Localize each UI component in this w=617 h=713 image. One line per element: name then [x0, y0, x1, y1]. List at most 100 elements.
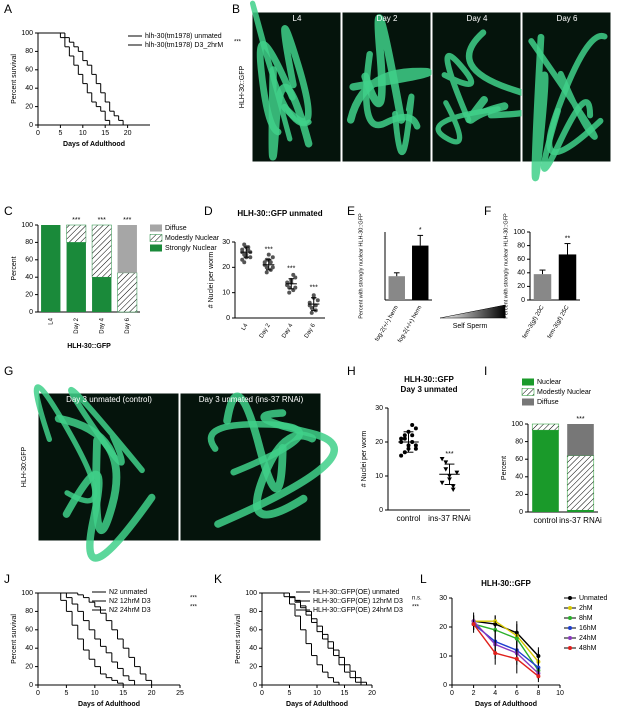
y-tick-label: 0: [253, 682, 257, 689]
y-tick-label: 0: [379, 507, 383, 514]
y-tick-label: 0: [226, 315, 230, 322]
significance: ***: [265, 247, 273, 254]
image-side-label: HLH-30::GFP: [239, 65, 246, 108]
category-label: fem-3(gf) 20C: [522, 304, 546, 340]
legend-marker: [568, 596, 572, 600]
significance: ***: [445, 451, 453, 458]
data-point: [311, 293, 316, 298]
y-tick-label: 0: [29, 122, 33, 129]
legend-marker: [568, 616, 572, 620]
data-point: [471, 622, 476, 627]
legend-label: 2hM: [579, 605, 593, 612]
legend-label: hlh-30(tm1978) D3_2hrM: [145, 42, 223, 49]
y-tick-label: 100: [511, 421, 523, 428]
bar-segment: [532, 430, 559, 512]
worm: [435, 100, 501, 145]
frame-label: Day 3 unmated (control): [66, 395, 152, 404]
bar-segment: [66, 224, 87, 243]
y-tick-label: 10: [375, 473, 383, 480]
y-tick-label: 20: [25, 291, 33, 298]
data-point: [514, 656, 519, 661]
category-label: Day 2: [259, 322, 272, 339]
panel-letter: B: [232, 2, 240, 16]
data-point: [270, 265, 275, 270]
y-tick-label: 20: [25, 103, 33, 110]
legend-marker: [568, 636, 572, 640]
x-tick-label: 0: [450, 690, 454, 697]
panel-letter: E: [347, 204, 355, 218]
y-tick-label: 20: [25, 663, 33, 670]
y-tick-label: 30: [439, 595, 447, 602]
y-axis-label: Percent: [501, 456, 508, 480]
data-point: [439, 457, 445, 462]
self-sperm-label: Self Sperm: [453, 323, 488, 330]
bar-segment: [117, 272, 138, 313]
data-point: [493, 651, 498, 656]
x-tick-label: 0: [36, 130, 40, 137]
y-tick-label: 100: [21, 222, 33, 229]
legend-swatch: [150, 224, 162, 232]
y-tick-label: 0: [29, 309, 33, 316]
data-point: [293, 285, 298, 290]
y-tick-label: 0: [443, 682, 447, 689]
panel-letter: F: [484, 204, 491, 218]
data-point: [287, 290, 292, 295]
y-tick-label: 40: [25, 274, 33, 281]
legend-label: Diffuse: [537, 399, 559, 406]
y-axis-label: Percent survival: [235, 614, 242, 664]
worm: [33, 384, 98, 504]
y-tick-label: 40: [249, 645, 257, 652]
category-label: Day 2: [74, 317, 80, 333]
data-point: [399, 453, 404, 458]
x-tick-label: 6: [515, 690, 519, 697]
panel-letter: H: [347, 364, 356, 378]
worm: [392, 93, 415, 155]
bar-segment: [567, 510, 594, 512]
legend-swatch: [522, 398, 534, 406]
legend-label: 24hM: [579, 635, 597, 642]
x-tick-label: 25: [176, 690, 184, 697]
y-tick-label: 60: [25, 257, 33, 264]
panel-letter: C: [4, 204, 13, 218]
series-line: [473, 623, 539, 677]
data-point: [450, 487, 456, 492]
x-tick-label: 20: [148, 690, 156, 697]
x-tick-label: 5: [58, 130, 62, 137]
y-tick-label: 60: [25, 67, 33, 74]
legend-swatch: [149, 234, 163, 242]
bar: [388, 276, 405, 300]
bar: [412, 245, 429, 300]
y-tick-label: 80: [517, 242, 525, 249]
y-tick-label: 20: [222, 264, 230, 271]
x-tick-label: 20: [368, 690, 376, 697]
y-tick-label: 10: [439, 653, 447, 660]
data-point: [410, 423, 415, 427]
legend-label: 16hM: [579, 625, 597, 632]
legend-marker: [568, 646, 572, 650]
bar-segment: [531, 423, 560, 431]
self-sperm-gradient: [439, 304, 506, 319]
worm: [346, 67, 433, 124]
bar-segment: [66, 242, 86, 312]
significance: *: [419, 227, 422, 234]
x-axis-label: Days of Adulthood: [286, 701, 348, 708]
y-tick-label: 80: [249, 608, 257, 615]
y-tick-label: 40: [515, 474, 523, 481]
y-tick-label: 20: [439, 624, 447, 631]
category-label: ins-37 RNAi: [428, 514, 471, 523]
data-point: [402, 433, 407, 438]
data-point: [413, 446, 418, 451]
data-point: [450, 484, 456, 489]
y-tick-label: 30: [375, 405, 383, 412]
y-tick-label: 100: [245, 590, 257, 597]
data-point: [402, 436, 407, 441]
category-label: L4: [241, 322, 250, 331]
worm: [466, 95, 509, 124]
frame-label: Day 3 unmated (ins-37 RNAi): [199, 395, 304, 404]
worm: [361, 14, 406, 124]
image-side-label: HLH-30:GFP: [21, 446, 28, 487]
chart-title: HLH-30::GFP: [404, 375, 454, 384]
legend-label: Unmated: [579, 595, 608, 602]
worm: [441, 52, 474, 124]
